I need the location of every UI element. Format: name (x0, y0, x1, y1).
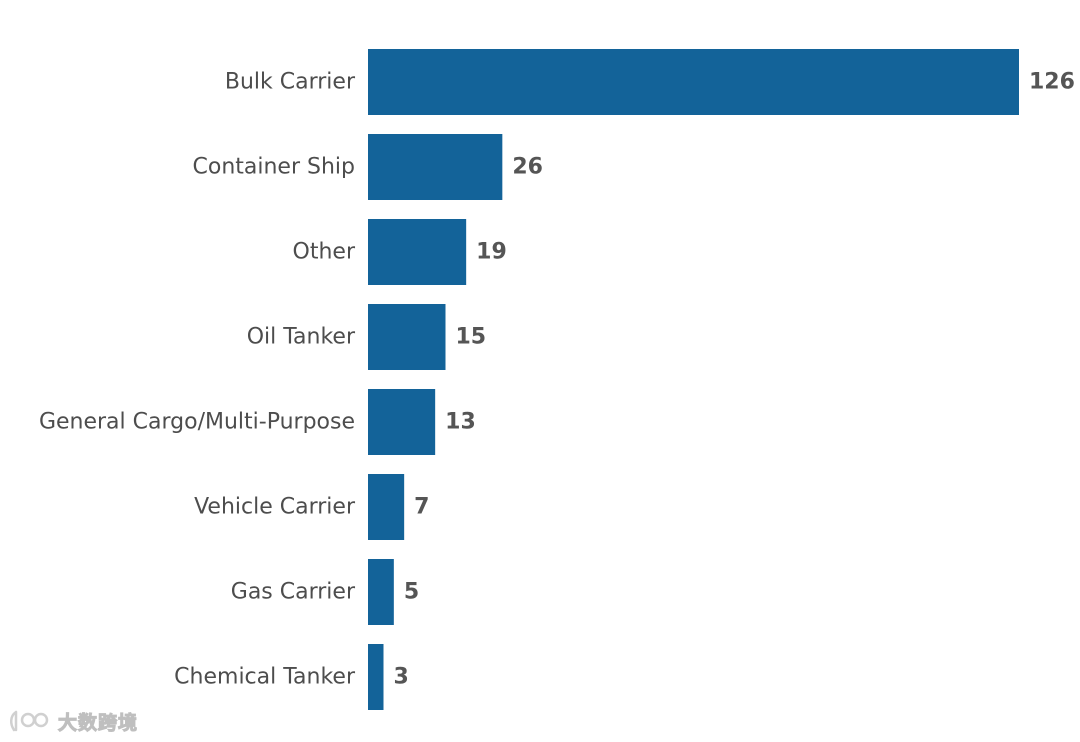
value-label: 5 (404, 580, 419, 605)
category-label: Other (293, 240, 356, 265)
value-label: 7 (414, 495, 429, 520)
bar-oil-tanker (368, 304, 446, 370)
bars-layer (368, 49, 1019, 710)
category-label: Vehicle Carrier (194, 495, 356, 520)
value-label: 15 (456, 325, 487, 350)
watermark-text: 大数跨境 (57, 711, 139, 734)
value-label: 19 (476, 240, 507, 265)
bar-bulk-carrier (368, 49, 1019, 115)
category-label: Container Ship (193, 155, 356, 180)
value-label: 26 (512, 155, 543, 180)
value-label: 13 (445, 410, 476, 435)
category-label: Chemical Tanker (174, 665, 356, 690)
bar-other (368, 219, 467, 285)
value-label: 3 (394, 665, 409, 690)
category-label: Gas Carrier (231, 580, 356, 605)
bar-vehicle-carrier (368, 474, 405, 540)
watermark: 大数跨境 (8, 704, 138, 738)
labels-layer: Bulk Carrier 126 Container Ship 26 Other 19 Oi… (39, 70, 1075, 690)
category-label: General Cargo/Multi-Purpose (39, 410, 355, 435)
value-label: 126 (1029, 70, 1075, 95)
bar-gas-carrier (368, 559, 394, 625)
bar-chemical-tanker (368, 644, 384, 710)
bar-general-cargo-multi-purpose (368, 389, 436, 455)
category-label: Oil Tanker (247, 325, 356, 350)
watermark-logo-icon (10, 710, 49, 732)
category-label: Bulk Carrier (225, 70, 356, 95)
bar-container-ship (368, 134, 503, 200)
